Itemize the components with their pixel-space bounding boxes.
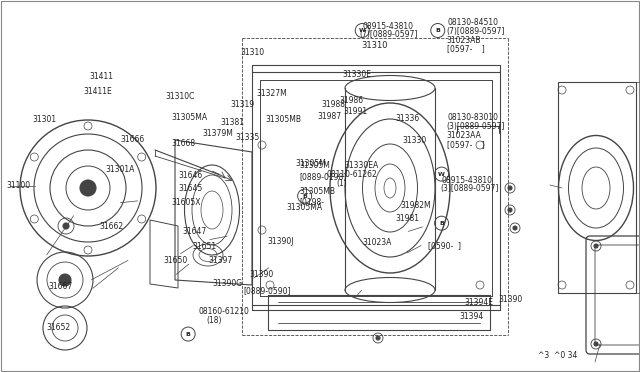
Circle shape: [594, 342, 598, 346]
Text: 31662: 31662: [99, 222, 124, 231]
Text: 31379M: 31379M: [202, 129, 233, 138]
Circle shape: [508, 186, 512, 190]
Text: (7)[0889-0597]: (7)[0889-0597]: [447, 27, 505, 36]
Text: 31651: 31651: [192, 242, 216, 251]
Text: [0198-: [0198-: [300, 197, 324, 206]
Text: 31023AB: 31023AB: [447, 36, 481, 45]
Text: 31330EA: 31330EA: [344, 161, 379, 170]
Text: 31301A: 31301A: [106, 165, 135, 174]
Text: 08915-43810: 08915-43810: [362, 22, 413, 31]
Text: 31397: 31397: [208, 256, 232, 265]
Text: 31982M: 31982M: [400, 201, 431, 210]
Text: [0597-    ]: [0597- ]: [447, 45, 484, 54]
Text: 31666: 31666: [120, 135, 145, 144]
Text: 31305M: 31305M: [296, 159, 326, 168]
Text: 31305MB: 31305MB: [300, 187, 335, 196]
Circle shape: [59, 274, 71, 286]
Text: 31327M: 31327M: [256, 89, 287, 98]
Text: 31381: 31381: [221, 118, 244, 126]
Text: 31987: 31987: [317, 112, 342, 121]
Text: 31986: 31986: [339, 96, 364, 105]
Text: 31647: 31647: [182, 227, 207, 236]
Text: 31394E: 31394E: [465, 298, 493, 307]
Text: 31336: 31336: [396, 114, 420, 123]
Text: 08130-84510: 08130-84510: [448, 18, 499, 27]
Text: B: B: [439, 221, 444, 226]
Text: 31330: 31330: [402, 136, 426, 145]
Text: 31988: 31988: [321, 100, 346, 109]
Text: 31305MB: 31305MB: [266, 115, 301, 124]
Text: (7)[0889-0597]: (7)[0889-0597]: [360, 31, 418, 39]
Text: 31310: 31310: [240, 48, 264, 57]
Text: ^3  ^0 34: ^3 ^0 34: [538, 351, 577, 360]
Text: (3)[0889-0597]: (3)[0889-0597]: [440, 185, 499, 193]
Text: 31301: 31301: [32, 115, 56, 124]
Text: B: B: [186, 331, 191, 337]
Text: 31023A: 31023A: [362, 238, 392, 247]
Text: 31390J: 31390J: [268, 237, 294, 246]
Text: W: W: [438, 171, 445, 177]
Text: 31411E: 31411E: [83, 87, 112, 96]
Text: [0889-0590]: [0889-0590]: [243, 286, 291, 295]
Text: 31390: 31390: [250, 270, 274, 279]
Circle shape: [63, 223, 69, 229]
Text: (18): (18): [206, 316, 221, 325]
Text: [0597-    ]: [0597- ]: [447, 140, 484, 149]
Text: 08130-83010: 08130-83010: [448, 113, 499, 122]
Circle shape: [513, 226, 517, 230]
Text: 31335: 31335: [236, 133, 260, 142]
Circle shape: [376, 336, 380, 340]
Text: 31330E: 31330E: [342, 70, 371, 79]
Text: 31310C: 31310C: [165, 92, 195, 101]
Text: (1): (1): [337, 179, 348, 188]
Text: W: W: [359, 28, 365, 33]
Text: 31650: 31650: [163, 256, 188, 265]
Text: 08160-61210: 08160-61210: [198, 307, 249, 316]
Text: 31991: 31991: [343, 107, 367, 116]
Circle shape: [508, 208, 512, 212]
Text: 31645: 31645: [178, 185, 202, 193]
Text: 31394: 31394: [460, 312, 484, 321]
Text: 31305MA: 31305MA: [287, 203, 323, 212]
Text: 31411: 31411: [90, 72, 114, 81]
Text: 31310: 31310: [362, 41, 388, 49]
Text: (3)[0889-0597]: (3)[0889-0597]: [447, 122, 505, 131]
Text: 31390: 31390: [498, 295, 522, 304]
Text: 31667: 31667: [48, 282, 72, 291]
Text: B: B: [435, 28, 440, 33]
Text: 31305M: 31305M: [300, 161, 330, 170]
Text: [0590-  ]: [0590- ]: [428, 241, 461, 250]
Circle shape: [594, 244, 598, 248]
Text: [0889-0198]: [0889-0198]: [300, 172, 347, 181]
Text: 31981: 31981: [396, 214, 420, 223]
Text: 31319: 31319: [230, 100, 255, 109]
Text: 31023AA: 31023AA: [447, 131, 481, 140]
Text: 31390G: 31390G: [212, 279, 243, 288]
Text: 31646: 31646: [178, 171, 202, 180]
Text: 08110-61262: 08110-61262: [326, 170, 377, 179]
Text: 31100: 31100: [6, 182, 31, 190]
Circle shape: [80, 180, 96, 196]
Text: B: B: [302, 193, 307, 199]
Text: 31668: 31668: [172, 139, 196, 148]
Text: 08915-43810: 08915-43810: [442, 176, 493, 185]
Text: 31652: 31652: [46, 323, 70, 332]
Text: 31305MA: 31305MA: [172, 113, 207, 122]
Text: 31605X: 31605X: [172, 198, 201, 207]
